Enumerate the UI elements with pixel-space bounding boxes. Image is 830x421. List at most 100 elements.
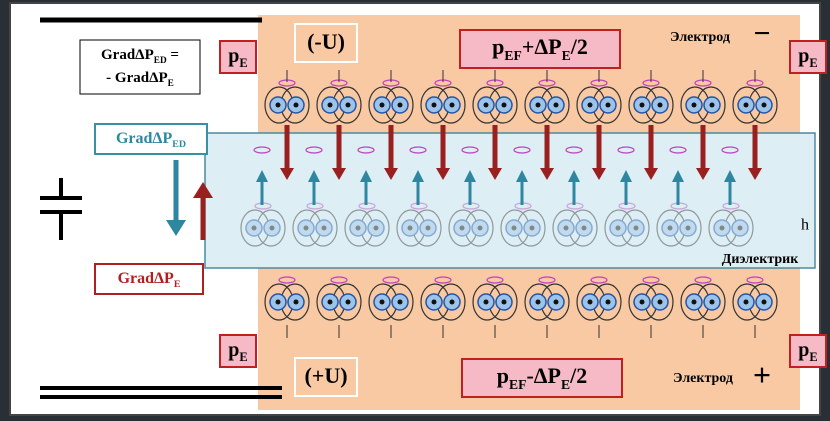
core [713,219,731,237]
field-loop [256,209,286,247]
core-dot [303,225,309,231]
vortex [576,276,622,321]
arrow-head [436,168,450,180]
electrode-sign: + [753,356,771,392]
vortex [292,202,338,247]
core [315,219,333,237]
spin [461,146,479,154]
core [627,219,645,237]
arrow-head [592,168,606,180]
core-dot [657,102,663,108]
vortex [368,79,414,124]
core-dot [709,299,715,305]
gradient-ed-box [94,123,208,155]
spin [617,146,635,154]
vortex [316,276,362,321]
field-loop [240,209,270,247]
vortex [240,202,286,247]
core [367,219,385,237]
spin [565,146,583,154]
equation-box [79,39,201,95]
arrow-head [412,170,424,182]
arrow-head [724,170,736,182]
field-loop [620,209,650,247]
core-dot [761,299,767,305]
core [297,219,315,237]
vortex [368,276,414,321]
core [453,219,471,237]
arrow-head [644,168,658,180]
text-part: p [492,34,504,59]
core [679,219,697,237]
field-loop [464,209,494,247]
core [523,219,541,237]
core-dot [501,102,507,108]
subscript: EF [504,48,521,63]
spin [642,276,660,284]
vortex [680,276,726,321]
core-dot [397,102,403,108]
core-dot [449,299,455,305]
subscript: E [174,279,181,290]
capacitor-symbol [40,178,82,240]
text-part: GradΔP [118,270,174,287]
vortex [448,202,494,247]
subscript: E [239,56,247,70]
core-dot [373,225,379,231]
arrow-head [332,168,346,180]
arrow-head [464,170,476,182]
text-part: +ΔP [522,34,562,59]
field-loop [412,209,442,247]
spin [513,146,531,154]
core-dot [275,102,281,108]
core [557,219,575,237]
core-dot [691,102,697,108]
voltage-label: (+U) [304,363,347,388]
core-dot [529,225,535,231]
core-dot [407,225,413,231]
vortex [472,276,518,321]
vortex [264,276,310,321]
electrode-label: Электрод [673,371,733,386]
core-dot [379,299,385,305]
field-loop [708,209,738,247]
core-dot [639,299,645,305]
spin [409,146,427,154]
electrode-label: Электрод [670,30,730,45]
core-dot [581,225,587,231]
field-loop [448,209,478,247]
core [471,219,489,237]
thickness-label: h [801,217,809,234]
core-dot [535,299,541,305]
core-dot [355,225,361,231]
label: pEF-ΔPE/2 [497,363,587,392]
field-loop [396,209,426,247]
arrow-head [193,182,213,198]
vortex [604,202,650,247]
label: GradΔPED [116,130,186,150]
vortex-field [240,70,778,338]
core-dot [691,299,697,305]
arrow-head [280,168,294,180]
arrow-head [568,170,580,182]
core-dot [431,102,437,108]
core-dot [269,225,275,231]
label: GradΔPED = [101,47,179,66]
spin [486,276,504,284]
arrow-head [540,168,554,180]
core [349,219,367,237]
electrode-sign: − [753,17,770,50]
vortex [552,202,598,247]
core [419,219,437,237]
field-loop [344,209,374,247]
text-part: /2 [569,363,587,388]
text-part: p [497,363,509,388]
label: pE [228,339,247,364]
core-dot [563,225,569,231]
spin [669,146,687,154]
arrow-head [748,168,762,180]
core-dot [743,299,749,305]
core-dot [379,102,385,108]
text-part: GradΔP [101,47,154,63]
